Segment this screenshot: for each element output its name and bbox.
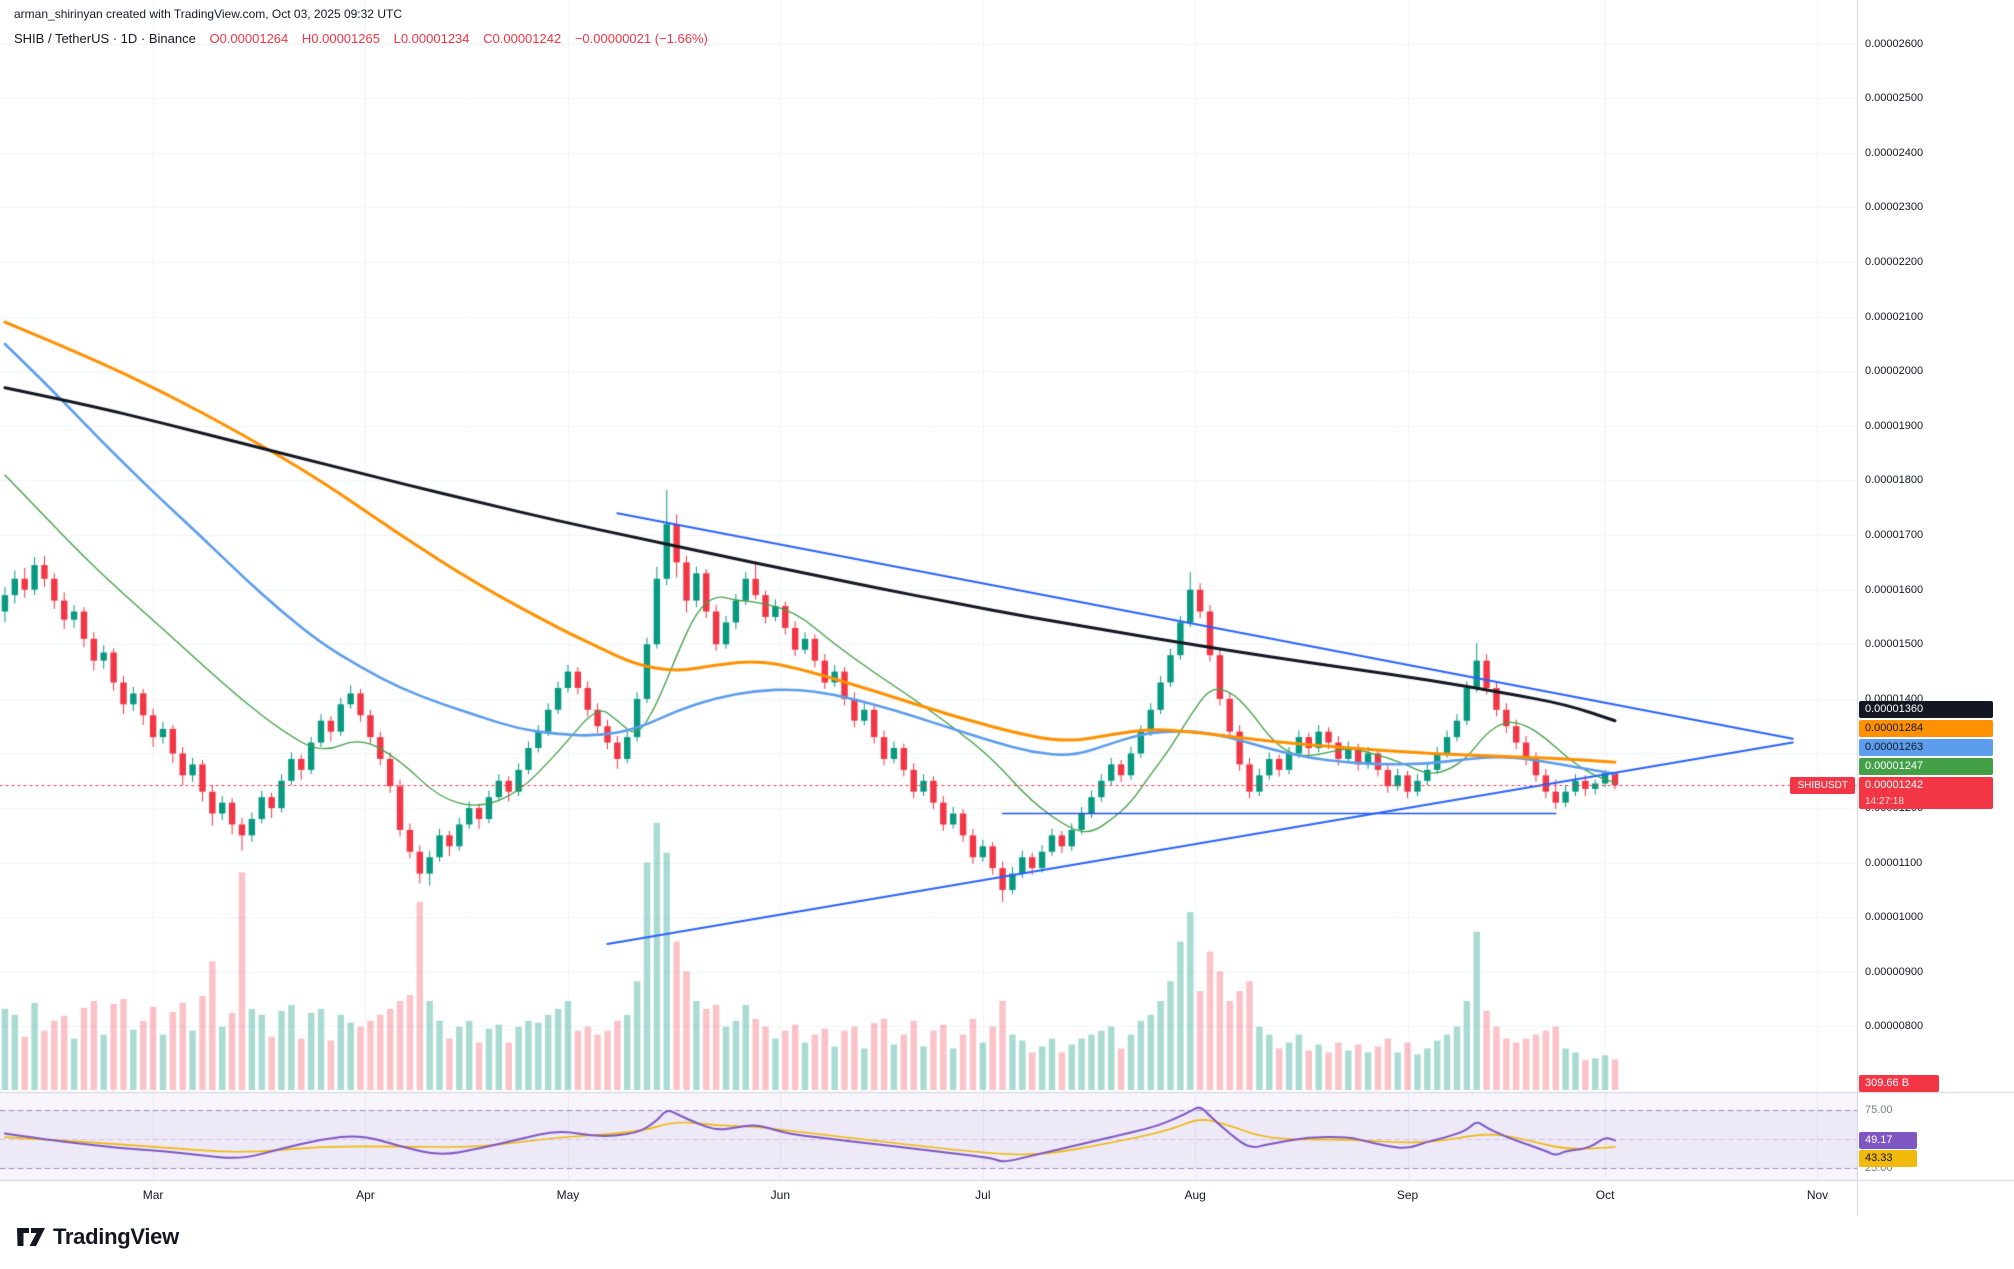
price-axis-label: 0.00001100	[1865, 856, 1923, 869]
time-axis-label: Jul	[975, 1188, 991, 1202]
time-axis-label: Nov	[1806, 1188, 1829, 1202]
tradingview-logo[interactable]: TradingView	[16, 1224, 179, 1250]
price-axis-label: 0.00001000	[1865, 911, 1924, 924]
time-axis-label: Mar	[142, 1188, 164, 1202]
rsi-ma-value-badge: 43.33	[1859, 1150, 1917, 1167]
price-axis-label: 0.00001900	[1865, 419, 1924, 432]
symbol-title: SHIB / TetherUS · 1D · Binance	[14, 31, 196, 46]
credit-line: arman_shirinyan created with TradingView…	[14, 7, 402, 21]
time-axis-label: May	[556, 1188, 580, 1202]
rsi-upper-band-label: 75.00	[1865, 1104, 1893, 1117]
symbol-ohlc-row: SHIB / TetherUS · 1D · Binance O0.000012…	[14, 31, 718, 46]
price-axis[interactable]: 0.00001360 0.00001284 0.00001263 0.00001…	[1857, 0, 2014, 1180]
time-axis[interactable]: Mar Apr May Jun Jul Aug Sep Oct Nov	[0, 1180, 1857, 1216]
ohlc-open: O0.00001264	[209, 31, 289, 46]
ma-green-badge: 0.00001247	[1859, 758, 1993, 775]
time-axis-label: Oct	[1595, 1188, 1615, 1202]
last-price-badge: 0.00001242	[1859, 777, 1993, 794]
tradingview-logo-icon	[17, 1228, 45, 1246]
ohlc-close: C0.00001242	[483, 31, 562, 46]
ma-blue-badge: 0.00001263	[1859, 739, 1993, 756]
symbol-price-tag: SHIBUSDT	[1790, 777, 1855, 794]
price-axis-label: 0.00002200	[1865, 256, 1924, 269]
price-axis-label: 0.00000800	[1865, 1020, 1924, 1033]
volume-badge: 309.66 B	[1859, 1075, 1939, 1092]
price-axis-label: 0.00000900	[1865, 965, 1924, 978]
rsi-value-badge: 49.17	[1859, 1132, 1917, 1149]
price-axis-label: 0.00001700	[1865, 529, 1924, 542]
price-axis-label: 0.00002600	[1865, 37, 1924, 50]
countdown-badge: 14:27:18	[1859, 794, 1993, 809]
price-axis-label: 0.00002100	[1865, 310, 1924, 323]
price-axis-label: 0.00001800	[1865, 474, 1924, 487]
price-axis-label: 0.00002500	[1865, 92, 1924, 105]
time-axis-label: Apr	[356, 1188, 375, 1202]
tradingview-logo-text: TradingView	[53, 1224, 179, 1249]
time-axis-label: Aug	[1184, 1188, 1206, 1202]
ma-orange-badge: 0.00001284	[1859, 720, 1993, 737]
price-axis-label: 0.00002300	[1865, 201, 1924, 214]
price-axis-label: 0.00001600	[1865, 583, 1924, 596]
ma-black-badge: 0.00001360	[1859, 701, 1993, 718]
time-axis-label: Jun	[770, 1188, 791, 1202]
time-axis-label: Sep	[1396, 1188, 1419, 1202]
price-axis-label: 0.00002000	[1865, 365, 1924, 378]
ohlc-high: H0.00001265	[301, 31, 380, 46]
ohlc-low: L0.00001234	[393, 31, 470, 46]
price-axis-label: 0.00001500	[1865, 638, 1924, 651]
change-value: −0.00000021 (−1.66%)	[574, 31, 708, 46]
price-axis-label: 0.00002400	[1865, 146, 1924, 159]
